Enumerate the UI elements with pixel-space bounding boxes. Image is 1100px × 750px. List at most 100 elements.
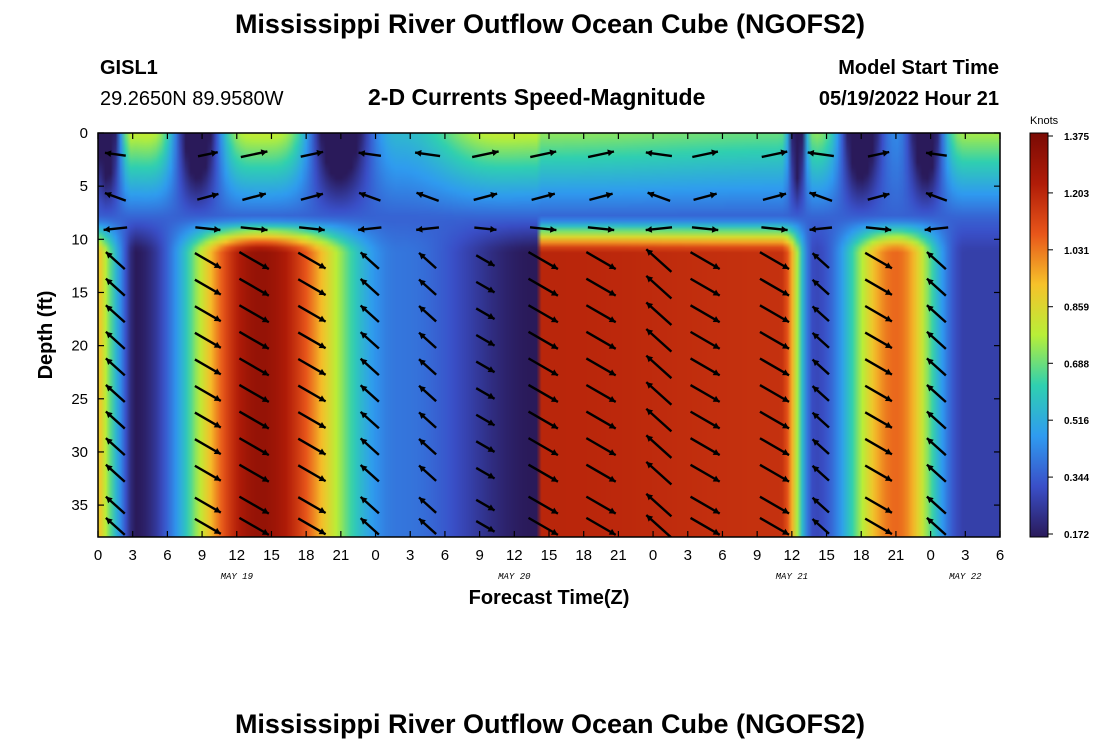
current-vector	[689, 437, 721, 457]
current-vector	[240, 226, 268, 233]
current-vector	[759, 495, 790, 515]
current-vector	[926, 384, 947, 403]
current-vector	[195, 226, 221, 233]
current-vector	[926, 357, 947, 377]
colorbar-tick-label: 1.203	[1064, 189, 1089, 200]
current-vector	[529, 226, 557, 233]
y-tick-label: 15	[71, 284, 88, 301]
current-vector	[238, 410, 270, 430]
current-vector	[811, 305, 830, 323]
station-id: GISL1	[100, 57, 158, 79]
current-vector	[864, 464, 893, 482]
current-vector	[418, 496, 437, 514]
current-vector	[527, 304, 559, 324]
current-vector	[807, 149, 834, 158]
current-vector	[585, 304, 617, 324]
current-vector	[297, 304, 327, 323]
y-tick-label: 5	[80, 178, 88, 195]
x-tick-label: 18	[298, 547, 315, 564]
current-vector	[811, 358, 830, 376]
x-tick-label: 15	[263, 547, 280, 564]
current-vector	[759, 384, 790, 403]
x-tick-label: 12	[228, 547, 245, 564]
current-vector	[297, 437, 327, 456]
current-vector	[693, 192, 717, 202]
current-vector	[585, 330, 617, 350]
current-vector	[359, 464, 380, 483]
current-vector	[926, 410, 947, 430]
current-vector	[867, 150, 890, 158]
current-vector	[587, 149, 615, 159]
current-vector	[864, 358, 893, 376]
current-vector	[926, 330, 947, 350]
current-vector	[645, 301, 673, 326]
current-vector	[645, 434, 673, 459]
current-vector	[761, 226, 788, 233]
x-tick-label: 3	[406, 547, 414, 564]
current-vector	[809, 225, 833, 233]
x-tick-label: 6	[441, 547, 449, 564]
current-vector	[194, 464, 222, 482]
footer-title: Mississippi River Outflow Ocean Cube (NG…	[234, 709, 866, 739]
x-tick-label: 18	[575, 547, 592, 564]
current-vector	[418, 464, 437, 482]
current-vector	[527, 383, 559, 404]
x-tick-label: 6	[163, 547, 171, 564]
y-tick-label: 25	[71, 391, 88, 408]
current-vector	[105, 495, 126, 515]
chart-subtitle: 2-D Currents Speed-Magnitude	[368, 84, 706, 110]
current-vector	[475, 254, 496, 267]
current-vector	[645, 226, 673, 233]
current-vector	[300, 149, 324, 158]
current-vector	[759, 277, 790, 297]
current-vector	[105, 330, 126, 350]
current-vector	[418, 278, 437, 296]
current-vector	[589, 192, 613, 202]
current-vector	[418, 411, 437, 429]
x-tick-label: 0	[371, 547, 379, 564]
current-vector	[104, 191, 127, 202]
date-label: MAY 22	[949, 572, 982, 582]
date-label: MAY 20	[498, 572, 531, 582]
current-vector	[645, 328, 673, 353]
y-axis: 0 5 10 15 20 25 30 35	[71, 125, 1000, 514]
current-vector	[194, 358, 222, 376]
current-vector	[297, 384, 327, 403]
current-vector	[359, 304, 380, 323]
current-vector	[297, 357, 327, 376]
current-vector	[238, 304, 270, 324]
current-vector	[105, 516, 126, 536]
current-vector	[926, 495, 947, 515]
current-vector	[689, 304, 721, 324]
current-vector	[103, 225, 128, 233]
current-vector	[645, 461, 673, 486]
x-tick-label: 3	[684, 547, 692, 564]
current-vector	[587, 226, 615, 233]
current-vector	[585, 463, 617, 483]
current-vector	[645, 354, 673, 380]
current-vector	[297, 411, 327, 429]
model-start-label: Model Start Time	[838, 57, 999, 79]
current-vector	[242, 191, 267, 202]
current-vector	[645, 514, 673, 537]
current-vector	[105, 251, 126, 270]
current-vector	[811, 332, 830, 349]
current-vector	[926, 277, 947, 297]
current-vector	[759, 330, 790, 350]
current-vector	[416, 225, 440, 233]
current-vector	[105, 463, 126, 483]
current-vector	[811, 385, 830, 402]
current-vector	[240, 149, 268, 159]
current-vector	[585, 277, 617, 297]
current-vector	[418, 517, 437, 535]
current-vector	[297, 517, 327, 536]
current-vector	[473, 192, 498, 202]
x-tick-label: 12	[784, 547, 801, 564]
current-vector	[925, 150, 947, 157]
colorbar-tick-label: 0.172	[1064, 530, 1089, 541]
current-vector	[194, 331, 222, 349]
current-vector	[811, 496, 830, 514]
current-vector	[475, 280, 496, 294]
y-tick-label: 35	[71, 497, 88, 514]
current-vector	[762, 192, 787, 202]
